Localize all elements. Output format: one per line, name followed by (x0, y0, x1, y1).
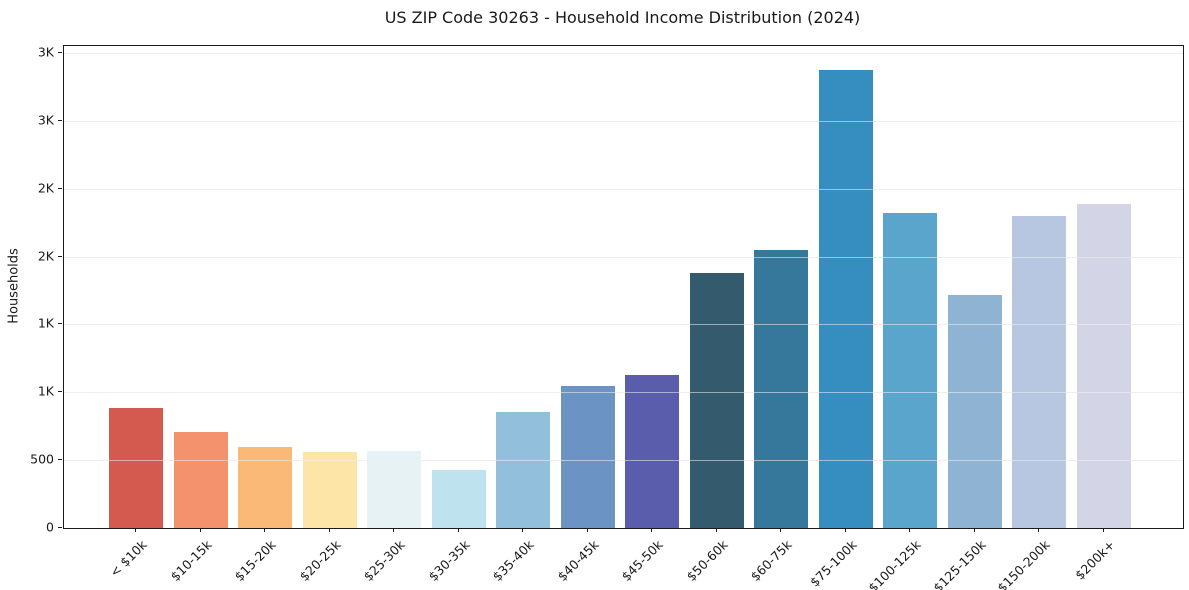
x-tick-label: $125-150k (930, 537, 989, 590)
y-tick-label: 2K (37, 248, 54, 263)
x-tick-mark (135, 528, 136, 532)
y-tick-mark (58, 51, 62, 53)
bar-$30-35k (431, 469, 486, 528)
y-tick-mark (58, 323, 62, 325)
y-tick-mark (58, 119, 62, 121)
x-tick-mark (1038, 528, 1040, 532)
x-tick-label: $40-45k (554, 537, 602, 585)
x-tick-mark (264, 528, 266, 532)
x-tick-label: $100-125k (865, 537, 924, 590)
x-tick-label: $30-35k (425, 537, 473, 585)
gridline-overlay (64, 188, 1183, 190)
bar-$100-125k (883, 213, 938, 528)
x-tick-mark (715, 528, 717, 532)
x-tick-mark (780, 528, 782, 532)
x-tick-label: $25-30k (360, 537, 408, 585)
bar-$45-50k (625, 375, 680, 528)
gridline-overlay (64, 120, 1183, 122)
y-tick-label: 3K (37, 112, 54, 128)
x-tick-mark (909, 528, 911, 532)
bar-$40-45k (560, 386, 615, 528)
bar-$150-200k (1012, 216, 1067, 528)
y-tick-mark (58, 391, 62, 393)
gridline-overlay (64, 256, 1183, 258)
x-tick-mark (651, 528, 653, 532)
gridline-overlay (64, 392, 1183, 394)
x-tick-label: $10-15k (167, 537, 215, 585)
bar-< $10k (109, 407, 163, 528)
x-tick-mark (457, 528, 459, 532)
chart-title: US ZIP Code 30263 - Household Income Dis… (384, 8, 861, 27)
bar-$20-25k (302, 452, 357, 528)
gridline-overlay (64, 324, 1183, 326)
x-tick-label: $35-40k (489, 537, 537, 585)
x-tick-mark (844, 528, 846, 532)
y-tick-label: 2K (37, 180, 54, 196)
bar-$75-100k (818, 69, 873, 528)
x-tick-label: $60-75k (747, 537, 795, 585)
y-tick-label: 500 (30, 451, 54, 467)
x-tick-mark (199, 528, 201, 532)
y-tick-label: 1K (37, 315, 54, 331)
plot-area (63, 45, 1184, 529)
x-tick-label: $20-25k (296, 537, 344, 585)
gridline-overlay (64, 52, 1183, 54)
x-tick-mark (1103, 528, 1104, 532)
y-tick-label: 1K (37, 383, 54, 399)
bar-$200k+ (1077, 204, 1131, 528)
bar-$35-40k (496, 411, 551, 528)
bar-$25-30k (367, 450, 422, 528)
bar-$50-60k (689, 272, 744, 528)
y-tick-label: 0 (46, 519, 54, 535)
x-tick-label: $150-200k (994, 537, 1053, 590)
x-tick-mark (393, 528, 395, 532)
x-tick-mark (973, 528, 975, 532)
x-tick-label: $45-50k (618, 537, 666, 585)
y-tick-mark (58, 255, 62, 257)
x-tick-mark (328, 528, 330, 532)
x-tick-mark (522, 528, 524, 532)
y-tick-mark (58, 527, 62, 528)
x-tick-label: $200k+ (1071, 537, 1118, 583)
x-tick-label: < $10k (106, 537, 150, 580)
y-tick-label: 3K (37, 44, 54, 60)
y-tick-mark (58, 187, 62, 189)
x-tick-mark (586, 528, 588, 532)
x-tick-label: $15-20k (231, 537, 279, 585)
x-tick-label: $75-100k (806, 537, 860, 590)
y-tick-mark (58, 459, 62, 461)
bar-$10-15k (173, 431, 228, 528)
gridline-overlay (64, 460, 1183, 462)
bar-$125-150k (947, 295, 1002, 528)
bar-$60-75k (754, 250, 809, 528)
x-tick-label: $50-60k (683, 537, 731, 585)
